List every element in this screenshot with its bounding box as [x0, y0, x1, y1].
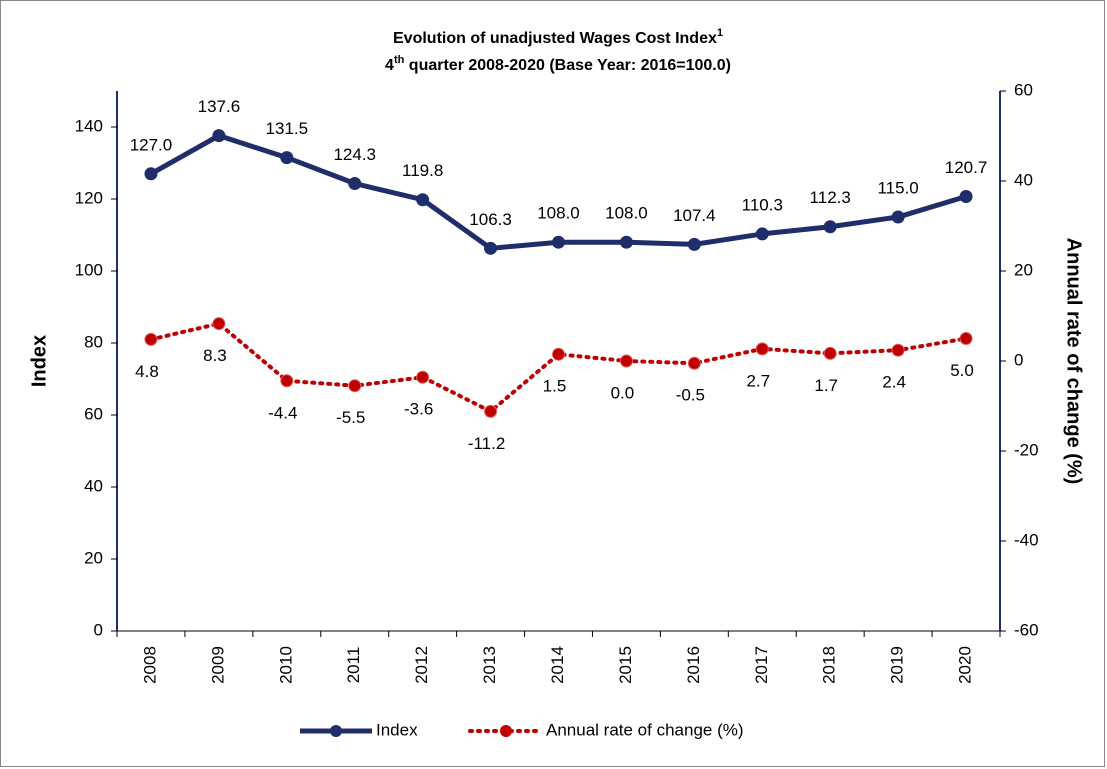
y2-tick-label: 40	[1014, 170, 1033, 189]
legend-label: Index	[376, 720, 418, 739]
data-label: 5.0	[950, 361, 974, 380]
point	[348, 379, 362, 393]
title-text: Evolution of unadjusted Wages Cost Index	[393, 30, 717, 47]
point	[891, 210, 905, 224]
point	[891, 343, 905, 357]
data-label: -5.5	[336, 408, 365, 427]
y2-tick-label: -60	[1014, 620, 1039, 639]
subtitle-part: 4	[385, 57, 394, 74]
x-tick-label: 2015	[616, 646, 635, 684]
y-tick-label: 0	[94, 620, 103, 639]
data-label: 124.3	[333, 145, 376, 164]
y2-tick-label: 20	[1014, 260, 1033, 279]
data-label: -4.4	[268, 403, 297, 422]
point	[280, 151, 294, 165]
point	[755, 342, 769, 356]
data-label: 108.0	[605, 204, 648, 223]
legend-label: Annual rate of change (%)	[546, 720, 744, 739]
data-label: 110.3	[742, 195, 783, 214]
chart-title: Evolution of unadjusted Wages Cost Index…	[393, 27, 723, 47]
data-label: 8.3	[203, 346, 227, 365]
subtitle-part: th	[394, 54, 405, 66]
data-label: 108.0	[537, 204, 580, 223]
x-tick-label: 2016	[684, 646, 703, 684]
data-label: -3.6	[404, 400, 433, 419]
x-tick-label: 2012	[412, 646, 431, 684]
y2-axis-label: Annual rate of change (%)	[1063, 238, 1085, 485]
x-tick-label: 2017	[752, 646, 771, 684]
y2-tick-label: 60	[1014, 80, 1033, 99]
y-tick-label: 140	[75, 116, 103, 135]
x-tick-label: 2018	[820, 646, 839, 684]
y2-tick-label: 0	[1014, 350, 1023, 369]
point	[212, 317, 226, 331]
point	[484, 404, 498, 418]
point	[144, 167, 158, 181]
y-tick-label: 40	[84, 476, 103, 495]
point	[416, 193, 430, 207]
point	[619, 235, 633, 249]
point	[959, 189, 973, 203]
point	[212, 129, 226, 143]
data-label: 115.0	[877, 178, 918, 197]
legend-marker	[330, 725, 342, 737]
point	[823, 220, 837, 234]
data-label: 112.3	[810, 188, 851, 207]
x-tick-label: 2019	[888, 646, 907, 684]
y-tick-label: 100	[75, 260, 103, 279]
point	[552, 347, 565, 361]
y-tick-label: 80	[84, 332, 103, 351]
point	[959, 332, 973, 345]
subtitle-part: quarter 2008-2020 (Base Year: 2016=100.0…	[404, 57, 731, 74]
data-label: 1.7	[814, 376, 838, 395]
data-label: -0.5	[676, 386, 705, 405]
data-label: 120.7	[945, 158, 988, 177]
data-label: 137.6	[198, 97, 241, 116]
point	[144, 332, 158, 346]
legend-marker	[500, 725, 512, 737]
point	[687, 237, 701, 251]
x-tick-label: 2010	[276, 646, 295, 684]
point	[552, 235, 565, 249]
y-tick-label: 20	[84, 548, 103, 567]
y-tick-label: 60	[84, 404, 103, 423]
point	[416, 370, 430, 384]
point	[280, 374, 294, 388]
x-tick-label: 2014	[548, 646, 567, 684]
x-tick-label: 2020	[956, 646, 975, 684]
point	[348, 177, 362, 191]
x-tick-label: 2008	[140, 646, 159, 684]
x-tick-label: 2011	[344, 647, 363, 684]
data-label: 4.8	[135, 362, 159, 381]
y-axis-label: Index	[28, 335, 50, 387]
data-label: 119.8	[402, 161, 443, 180]
point	[484, 241, 498, 255]
data-label: 0.0	[611, 383, 635, 402]
chart-subtitle: 4th quarter 2008-2020 (Base Year: 2016=1…	[385, 54, 731, 74]
data-label: 131.5	[266, 119, 309, 138]
data-label: 2.7	[746, 371, 770, 390]
data-label: 2.4	[882, 373, 906, 392]
data-label: 107.4	[673, 206, 716, 225]
point	[823, 346, 837, 360]
y2-tick-label: -20	[1014, 440, 1039, 459]
x-tick-label: 2009	[208, 646, 227, 684]
x-tick-label: 2013	[480, 646, 499, 684]
data-label: 1.5	[543, 377, 567, 396]
point	[755, 227, 769, 241]
y2-tick-label: -40	[1014, 530, 1039, 549]
y-tick-label: 120	[75, 188, 103, 207]
title-note: 1	[717, 27, 723, 39]
data-label: 106.3	[469, 210, 512, 229]
data-label: -11.2	[468, 434, 506, 453]
point	[619, 354, 633, 368]
data-label: 127.0	[130, 135, 173, 154]
point	[687, 356, 701, 370]
